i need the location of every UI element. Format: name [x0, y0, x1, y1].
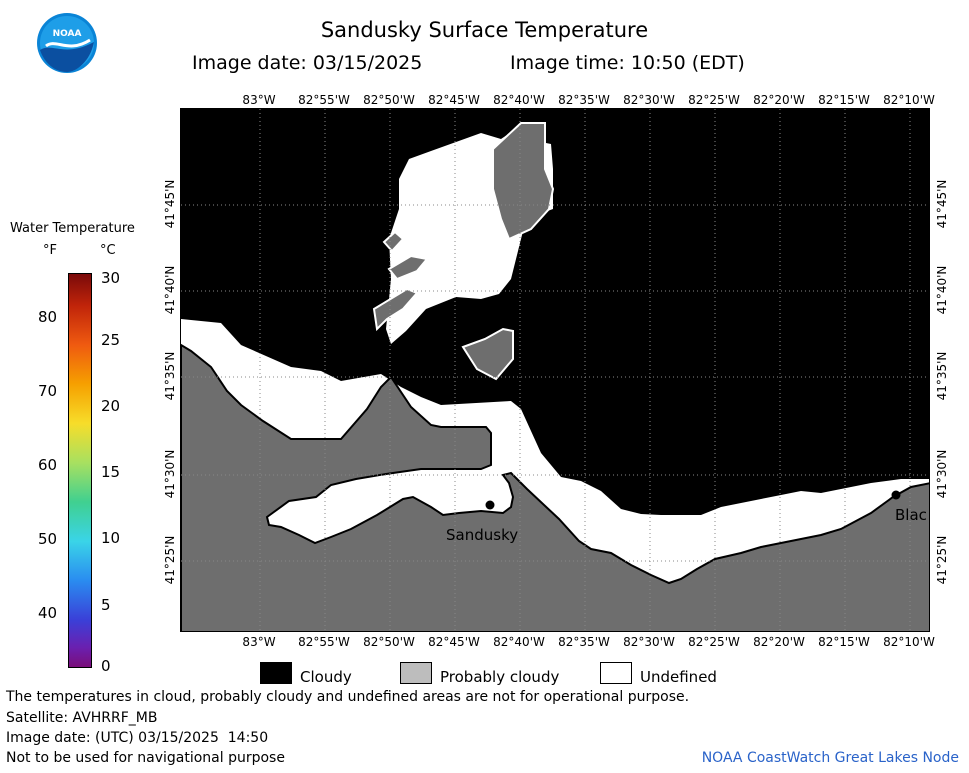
longitude-tick-top: 82°25'W — [688, 93, 740, 107]
longitude-tick-bottom: 82°25'W — [688, 635, 740, 649]
longitude-tick-bottom: 82°30'W — [623, 635, 675, 649]
latitude-tick-right: 41°30'N — [935, 449, 949, 499]
fahrenheit-tick: 70 — [38, 382, 58, 400]
land-region — [181, 343, 929, 631]
longitude-tick-bottom: 82°35'W — [558, 635, 610, 649]
navigation-warning: Not to be used for navigational purpose — [6, 750, 285, 766]
longitude-tick-bottom: 82°45'W — [428, 635, 480, 649]
utc-date-text: Image date: (UTC) 03/15/2025 14:50 — [6, 730, 269, 746]
satellite-text: Satellite: AVHRRF_MB — [6, 710, 158, 726]
longitude-tick-bottom: 82°15'W — [818, 635, 870, 649]
longitude-tick-bottom: 83°W — [242, 635, 276, 649]
legend-unit-f: °F — [43, 243, 57, 258]
longitude-tick-bottom: 82°55'W — [298, 635, 350, 649]
longitude-tick-top: 83°W — [242, 93, 276, 107]
longitude-tick-top: 82°35'W — [558, 93, 610, 107]
celsius-tick: 15 — [101, 463, 121, 481]
longitude-tick-top: 82°15'W — [818, 93, 870, 107]
probably-cloudy-patch-4 — [372, 287, 419, 332]
city-label-blac: Blac — [895, 506, 927, 524]
city-marker-blac — [891, 490, 901, 500]
longitude-tick-top: 82°40'W — [493, 93, 545, 107]
credit-link[interactable]: NOAA CoastWatch Great Lakes Node — [701, 750, 959, 766]
longitude-tick-top: 82°55'W — [298, 93, 350, 107]
latitude-tick-left: 41°35'N — [163, 351, 177, 401]
longitude-tick-bottom: 82°20'W — [753, 635, 805, 649]
probably-cloudy-patch-1 — [492, 122, 555, 241]
key-label-cloudy: Cloudy — [300, 668, 352, 686]
latitude-tick-right: 41°35'N — [935, 351, 949, 401]
legend-title: Water Temperature — [10, 221, 135, 236]
map-title: Sandusky Surface Temperature — [320, 18, 649, 42]
key-label-undefined: Undefined — [640, 668, 717, 686]
key-swatch-probably-cloudy — [400, 662, 432, 684]
image-time: Image time: 10:50 (EDT) — [510, 52, 745, 74]
longitude-tick-bottom: 82°50'W — [363, 635, 415, 649]
longitude-tick-top: 82°10'W — [883, 93, 935, 107]
celsius-tick: 30 — [101, 269, 121, 287]
fahrenheit-tick: 80 — [38, 308, 58, 326]
city-label-sandusky: Sandusky — [446, 526, 519, 544]
color-scale-bar — [68, 273, 92, 668]
graticule — [181, 109, 929, 631]
celsius-tick: 20 — [101, 397, 121, 415]
svg-text:NOAA: NOAA — [53, 29, 82, 39]
city-marker-sandusky — [485, 500, 495, 510]
latitude-tick-left: 41°25'N — [163, 535, 177, 585]
key-label-probably-cloudy: Probably cloudy — [440, 668, 560, 686]
latitude-tick-right: 41°25'N — [935, 535, 949, 585]
longitude-tick-bottom: 82°40'W — [493, 635, 545, 649]
key-swatch-cloudy — [260, 662, 292, 684]
latitude-tick-left: 41°40'N — [163, 265, 177, 315]
legend-unit-c: °C — [100, 243, 116, 258]
map-panel: Sandusky Blac — [180, 108, 930, 632]
longitude-tick-top: 82°30'W — [623, 93, 675, 107]
image-date: Image date: 03/15/2025 — [192, 52, 423, 74]
key-swatch-undefined — [600, 662, 632, 684]
noaa-logo: NOAA — [36, 12, 98, 74]
longitude-tick-top: 82°50'W — [363, 93, 415, 107]
fahrenheit-tick: 40 — [38, 604, 58, 622]
celsius-tick: 5 — [101, 596, 111, 614]
celsius-tick: 10 — [101, 529, 121, 547]
celsius-tick: 0 — [101, 657, 111, 675]
latitude-tick-left: 41°30'N — [163, 449, 177, 499]
longitude-tick-bottom: 82°10'W — [883, 635, 935, 649]
celsius-tick: 25 — [101, 331, 121, 349]
fahrenheit-tick: 60 — [38, 456, 58, 474]
probably-cloudy-patch-2 — [382, 230, 405, 253]
latitude-tick-left: 41°45'N — [163, 179, 177, 229]
longitude-tick-top: 82°20'W — [753, 93, 805, 107]
probably-cloudy-patch-3 — [387, 254, 429, 281]
disclaimer-text: The temperatures in cloud, probably clou… — [6, 689, 690, 705]
longitude-tick-top: 82°45'W — [428, 93, 480, 107]
fahrenheit-tick: 50 — [38, 530, 58, 548]
latitude-tick-right: 41°40'N — [935, 265, 949, 315]
probably-cloudy-patch-5 — [461, 327, 514, 381]
latitude-tick-right: 41°45'N — [935, 179, 949, 229]
